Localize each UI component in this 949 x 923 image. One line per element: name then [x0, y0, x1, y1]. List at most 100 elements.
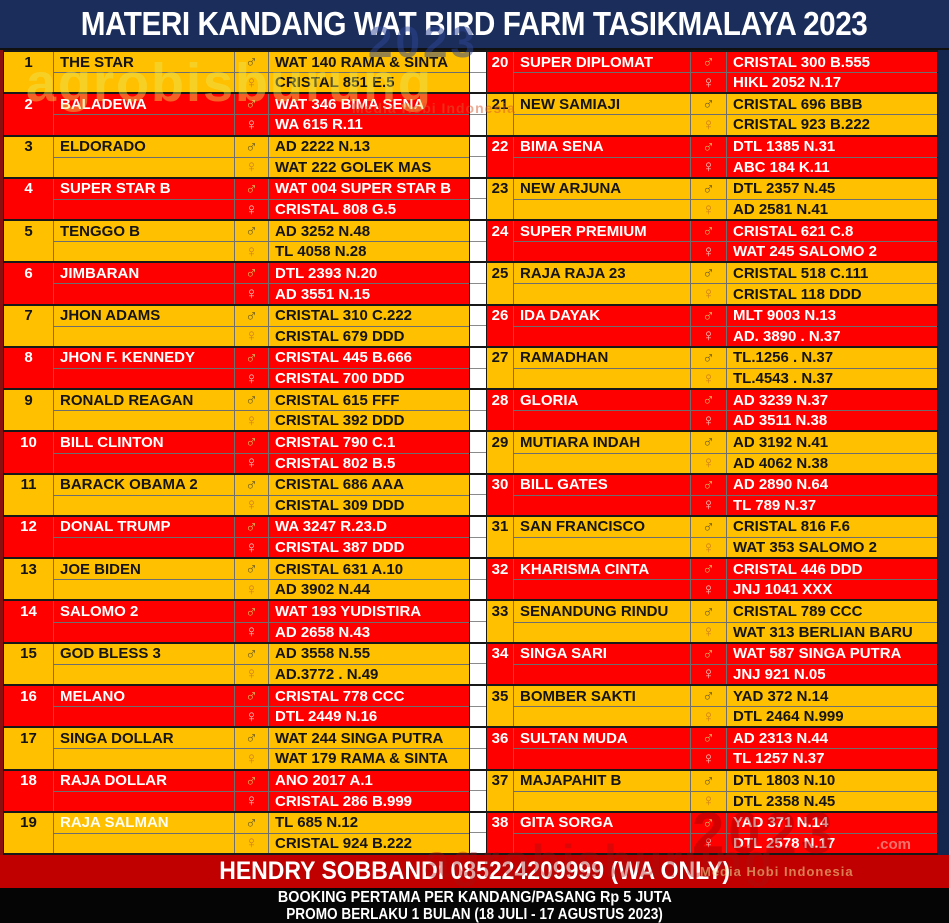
table-row: 23 NEW ARJUNA ♂ DTL 2357 N.45 ♀ AD 2581 … [487, 176, 937, 220]
male-icon: ♂ [690, 770, 726, 791]
male-icon: ♂ [234, 305, 268, 326]
entry-number-cell: 8 [4, 348, 53, 388]
entry-number: 4 [24, 180, 33, 198]
male-ring-code: CRISTAL 310 C.222 [268, 305, 469, 326]
table-row: 10 BILL CLINTON ♂ CRISTAL 790 C.1 ♀ CRIS… [4, 430, 469, 473]
female-ring-code: CRISTAL 118 DDD [726, 283, 937, 304]
entry-name-spacer [513, 198, 690, 220]
male-icon: ♂ [234, 643, 268, 664]
gutter-cell [470, 768, 486, 811]
female-ring-code: CRISTAL 679 DDD [268, 325, 469, 346]
entry-name-spacer [513, 790, 690, 811]
entry-number: 33 [491, 603, 509, 621]
entry-name: RAJA RAJA 23 [513, 263, 690, 284]
entry-number-cell: 7 [4, 306, 53, 346]
female-icon: ♀ [234, 832, 268, 854]
entry-number-cell: 14 [4, 601, 53, 641]
male-ring-code: CRISTAL 615 FFF [268, 390, 469, 411]
female-icon: ♀ [690, 832, 726, 854]
female-icon: ♀ [234, 579, 268, 600]
male-ring-code: WAT 346 BIMA SENA [268, 94, 469, 115]
female-ring-code: AD 2581 N.41 [726, 198, 937, 220]
female-ring-code: WA 615 R.11 [268, 114, 469, 135]
male-ring-code: CRISTAL 518 C.111 [726, 263, 937, 284]
female-ring-code: WAT 245 SALOMO 2 [726, 241, 937, 262]
entry-name-spacer [53, 452, 234, 473]
entry-name-spacer [513, 748, 690, 769]
female-icon: ♀ [234, 156, 268, 177]
gutter-cell [470, 641, 486, 684]
entry-number: 32 [491, 560, 509, 578]
entry-name: TENGGO B [53, 221, 234, 242]
table-row: 29 MUTIARA INDAH ♂ AD 3192 N.41 ♀ AD 406… [487, 430, 937, 473]
female-ring-code: JNJ 921 N.05 [726, 663, 937, 684]
female-icon: ♀ [690, 790, 726, 811]
table-row: 19 RAJA SALMAN ♂ TL 685 N.12 ♀ CRISTAL 9… [4, 810, 469, 856]
female-ring-code: CRISTAL 851 E.5 [268, 72, 469, 93]
table-row: 32 KHARISMA CINTA ♂ CRISTAL 446 DDD ♀ JN… [487, 557, 937, 600]
male-icon: ♂ [690, 221, 726, 242]
entry-number-cell: 9 [4, 390, 53, 430]
male-ring-code: WAT 587 SINGA PUTRA [726, 643, 937, 664]
entry-number: 34 [491, 645, 509, 663]
male-ring-code: WAT 244 SINGA PUTRA [268, 728, 469, 749]
male-ring-code: CRISTAL 789 CCC [726, 601, 937, 622]
entry-number-cell: 28 [487, 390, 513, 430]
table-row: 28 GLORIA ♂ AD 3239 N.37 ♀ AD 3511 N.38 [487, 388, 937, 431]
male-ring-code: YAD 371 N.14 [726, 812, 937, 833]
male-ring-code: DTL 1385 N.31 [726, 136, 937, 157]
male-icon: ♂ [234, 812, 268, 833]
entry-name-spacer [53, 114, 234, 135]
female-icon: ♀ [690, 114, 726, 135]
table-row: 5 TENGGO B ♂ AD 3252 N.48 ♀ TL 4058 N.28 [4, 219, 469, 262]
entry-name: SAN FRANCISCO [513, 516, 690, 538]
entry-number: 12 [20, 518, 37, 536]
female-icon: ♀ [690, 537, 726, 558]
entry-number: 22 [491, 138, 509, 156]
entry-number: 36 [491, 729, 509, 747]
female-icon: ♀ [234, 748, 268, 769]
male-icon: ♂ [690, 516, 726, 538]
table-row: 1 THE STAR ♂ WAT 140 RAMA & SINTA ♀ CRIS… [4, 50, 469, 93]
entry-name-spacer [513, 283, 690, 304]
table-row: 25 RAJA RAJA 23 ♂ CRISTAL 518 C.111 ♀ CR… [487, 261, 937, 304]
entry-number: 37 [491, 772, 509, 790]
entry-name: GLORIA [513, 390, 690, 411]
entry-number-cell: 38 [487, 813, 513, 853]
entry-name: SUPER PREMIUM [513, 221, 690, 242]
female-ring-code: WAT 179 RAMA & SINTA [268, 748, 469, 769]
female-ring-code: AD. 3890 . N.37 [726, 325, 937, 346]
entry-number: 9 [24, 391, 33, 409]
entry-name-spacer [53, 663, 234, 684]
female-icon: ♀ [690, 241, 726, 262]
female-ring-code: CRISTAL 924 B.222 [268, 832, 469, 854]
entry-name: JIMBARAN [53, 263, 234, 284]
male-ring-code: WAT 140 RAMA & SINTA [268, 52, 469, 73]
male-icon: ♂ [690, 643, 726, 664]
male-icon: ♂ [234, 94, 268, 115]
female-ring-code: AD 4062 N.38 [726, 452, 937, 473]
female-ring-code: DTL 2578 N.17 [726, 832, 937, 854]
entry-name: BIMA SENA [513, 136, 690, 157]
entry-number: 26 [491, 307, 509, 325]
female-ring-code: HIKL 2052 N.17 [726, 72, 937, 93]
male-icon: ♂ [690, 263, 726, 284]
male-ring-code: CRISTAL 446 DDD [726, 559, 937, 580]
entry-name-spacer [513, 72, 690, 93]
male-icon: ♂ [234, 474, 268, 495]
table-row: 21 NEW SAMIAJI ♂ CRISTAL 696 BBB ♀ CRIST… [487, 92, 937, 135]
header-banner: MATERI KANDANG WAT BIRD FARM TASIKMALAYA… [0, 0, 949, 48]
male-icon: ♂ [234, 347, 268, 368]
entry-number-cell: 21 [487, 94, 513, 134]
entry-name: JHON ADAMS [53, 305, 234, 326]
table-row: 37 MAJAPAHIT B ♂ DTL 1803 N.10 ♀ DTL 235… [487, 768, 937, 811]
entry-name-spacer [53, 156, 234, 177]
male-ring-code: CRISTAL 696 BBB [726, 94, 937, 115]
entry-name-spacer [513, 114, 690, 135]
gutter-cell [470, 303, 486, 346]
entry-name: IDA DAYAK [513, 305, 690, 326]
gutter-cell [470, 345, 486, 388]
entry-name: KHARISMA CINTA [513, 559, 690, 580]
promo-banner: BOOKING PERTAMA PER KANDANG/PASANG Rp 5 … [0, 888, 949, 923]
table-row: 14 SALOMO 2 ♂ WAT 193 YUDISTIRA ♀ AD 265… [4, 599, 469, 642]
